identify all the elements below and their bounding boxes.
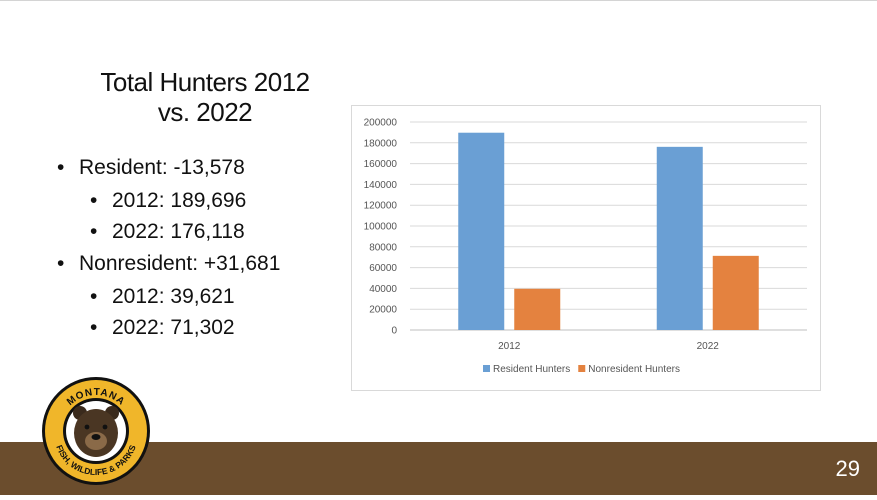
bullet-resident: Resident: -13,578	[55, 151, 355, 185]
y-tick-label: 20000	[369, 305, 397, 316]
y-tick-label: 160000	[364, 159, 398, 170]
slide-title: Total Hunters 2012 vs. 2022	[60, 67, 350, 127]
bullet-nonresident-2022: 2022: 71,302	[55, 312, 355, 343]
montana-fwp-logo: MONTANA FISH, WILDLIFE & PARKS	[42, 377, 150, 485]
x-tick-label: 2022	[697, 341, 720, 352]
y-tick-label: 100000	[364, 222, 398, 233]
bullet-nonresident: Nonresident: +31,681	[55, 247, 355, 281]
title-line-1: Total Hunters 2012	[100, 67, 310, 97]
y-tick-label: 180000	[364, 138, 398, 149]
bullet-nonresident-2012: 2012: 39,621	[55, 281, 355, 312]
bar	[514, 288, 561, 330]
y-tick-label: 140000	[364, 180, 398, 191]
y-tick-label: 120000	[364, 201, 398, 212]
y-tick-label: 200000	[364, 118, 398, 129]
bullet-list: Resident: -13,578 2012: 189,696 2022: 17…	[55, 151, 355, 343]
y-tick-label: 40000	[369, 284, 397, 295]
bar-chart: 200000 180000 160000 140000 120000 100000 8000…	[351, 105, 821, 391]
chart-svg: 2000001800001600001400001200001000008000…	[364, 118, 807, 375]
y-tick-label: 80000	[369, 242, 397, 253]
y-tick-label: 60000	[369, 263, 397, 274]
legend-swatch	[483, 365, 490, 372]
title-line-2: vs. 2022	[157, 97, 253, 127]
bullet-resident-2022: 2022: 176,118	[55, 216, 355, 247]
slide-number: 29	[835, 456, 860, 481]
y-tick-label: 0	[391, 326, 397, 337]
bullet-resident-2012: 2012: 189,696	[55, 185, 355, 216]
bear-icon	[73, 406, 119, 457]
legend-label: Nonresident Hunters	[588, 364, 680, 375]
legend-label: Resident Hunters	[493, 364, 570, 375]
legend-swatch	[578, 365, 586, 372]
bar	[458, 132, 505, 330]
bar	[656, 146, 703, 330]
x-tick-label: 2012	[498, 341, 521, 352]
bar	[712, 255, 759, 330]
